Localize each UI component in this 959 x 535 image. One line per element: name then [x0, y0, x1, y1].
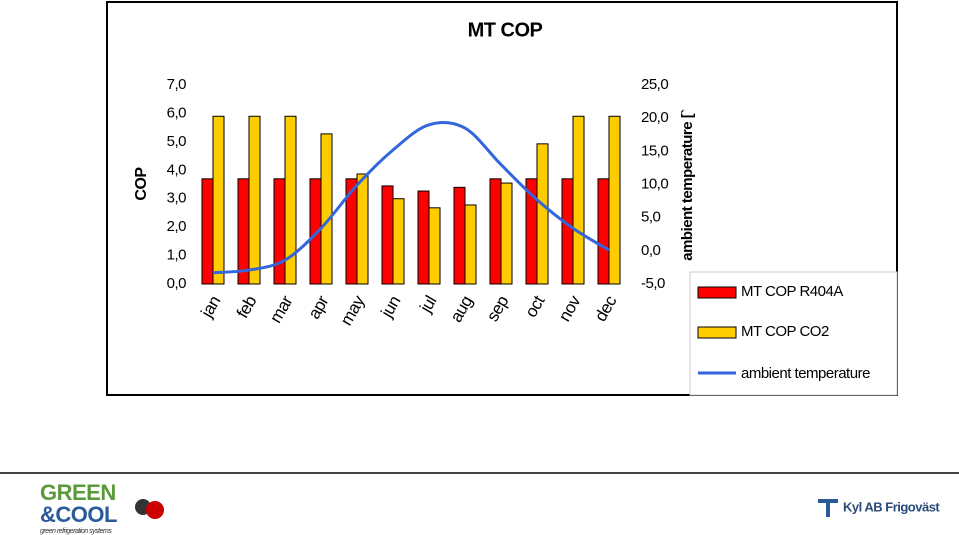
bar [284, 115, 297, 285]
y-tick-label: 4,0 [167, 161, 187, 178]
bar [428, 207, 441, 285]
bar [561, 178, 574, 285]
bar [500, 182, 513, 285]
bar [417, 190, 430, 285]
y-tick-label: 0,0 [167, 275, 187, 292]
bar [237, 178, 250, 285]
bar [392, 198, 405, 285]
y-tick-label: 7,0 [167, 76, 187, 93]
y-tick-label: 6,0 [167, 104, 187, 121]
bar [381, 185, 394, 285]
logo-tagline: green refrigeration systems [40, 528, 112, 535]
bar [536, 143, 549, 285]
y-tick-label: 1,0 [167, 247, 187, 264]
y-axis-label: COP [133, 167, 150, 201]
bar [597, 178, 610, 285]
bar [273, 178, 286, 285]
legend-swatch [697, 286, 737, 299]
y-tick-label: 2,0 [167, 218, 187, 235]
y2-tick-label: 0,0 [641, 242, 661, 259]
y2-tick-label: 10,0 [641, 175, 668, 192]
logo-kyl: Kyl AB Frigoväst [843, 499, 940, 514]
chart-title: MT COP [468, 19, 543, 41]
logo-green: GREEN [40, 480, 116, 505]
y2-tick-label: 20,0 [641, 109, 668, 126]
bar [572, 115, 585, 285]
y-tick-label: 5,0 [167, 133, 187, 150]
legend-swatch [697, 326, 737, 339]
y2-tick-label: 15,0 [641, 142, 668, 159]
y2-tick-label: 5,0 [641, 209, 661, 226]
legend-label: ambient temperature [741, 365, 870, 382]
bar [489, 178, 502, 285]
y2-tick-label: -5,0 [641, 275, 665, 292]
bar [608, 115, 621, 285]
bar [248, 115, 261, 285]
y2-axis-label: ambient temperature [` [679, 109, 696, 261]
bar [320, 133, 333, 285]
bar [201, 178, 214, 285]
logo-icon [818, 499, 838, 517]
bar [212, 115, 225, 285]
logo-cool: &COOL [40, 502, 117, 527]
legend-label: MT COP CO2 [741, 323, 829, 340]
y2-tick-label: 25,0 [641, 76, 668, 93]
bar [464, 204, 477, 285]
bar [356, 173, 369, 285]
line [212, 120, 610, 275]
bar [453, 186, 466, 285]
y-tick-label: 3,0 [167, 190, 187, 207]
legend-label: MT COP R404A [741, 283, 843, 300]
logo-molecule [146, 501, 164, 519]
